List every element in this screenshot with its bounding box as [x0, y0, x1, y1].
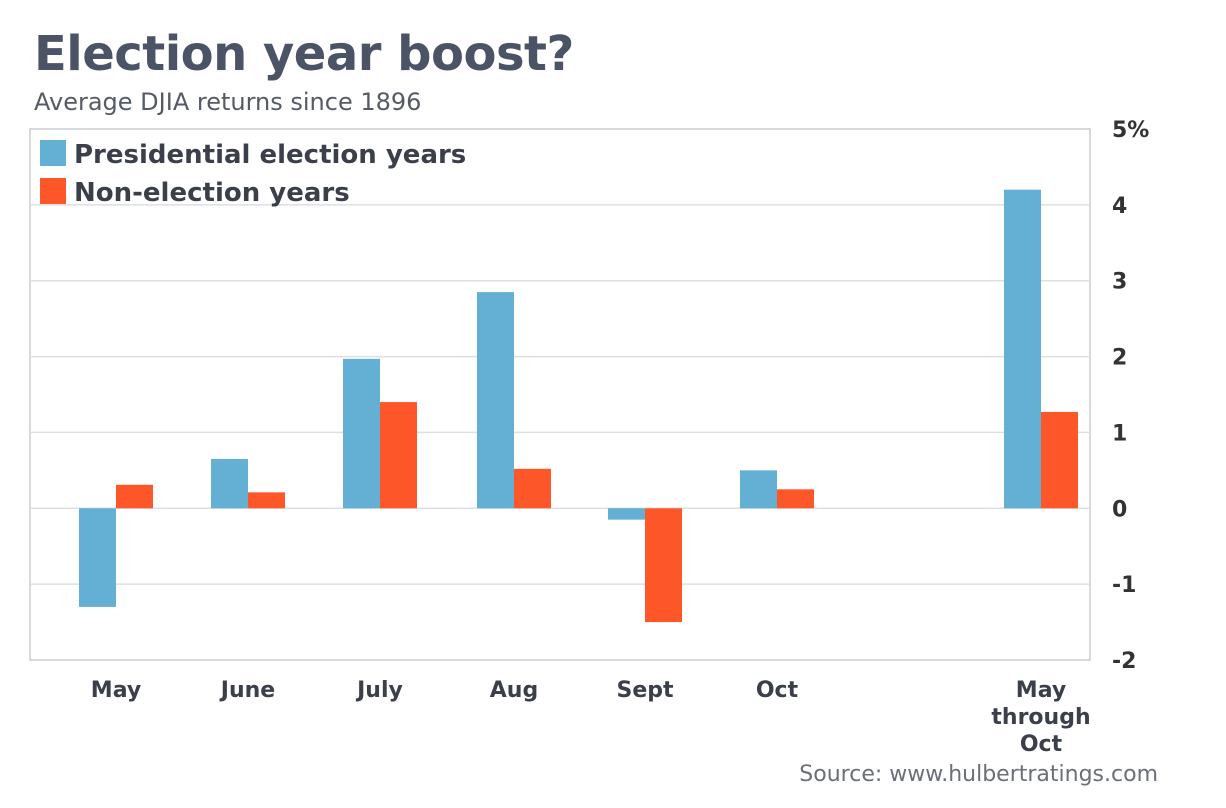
legend-label: Presidential election years — [74, 140, 466, 170]
x-tick-label: Oct — [756, 678, 799, 703]
y-tick-label: -2 — [1112, 649, 1136, 674]
legend: Presidential election years Non-election … — [40, 140, 466, 208]
legend-swatch — [40, 178, 66, 204]
x-tick-label: through — [991, 705, 1090, 730]
x-tick-label: July — [355, 678, 403, 703]
bar-election — [79, 508, 116, 607]
chart-subtitle: Average DJIA returns since 1896 — [34, 88, 422, 116]
x-tick-label: Oct — [1020, 732, 1063, 757]
y-tick-label: -1 — [1112, 573, 1136, 598]
y-tick-label: 2 — [1112, 346, 1127, 371]
bar-non-election — [645, 508, 682, 623]
bar-election — [1004, 189, 1041, 509]
bar-non-election — [514, 468, 551, 509]
y-axis: -2 -1 0 1 2 3 4 5% — [1112, 118, 1149, 674]
chart-title: Election year boost? — [34, 26, 574, 82]
y-tick-label: 3 — [1112, 270, 1127, 295]
bar-non-election — [777, 489, 814, 509]
legend-label: Non-election years — [74, 178, 350, 208]
gridlines — [30, 204, 1090, 585]
x-tick-label: May — [91, 678, 141, 703]
bar-non-election — [248, 492, 285, 509]
bar-election — [477, 292, 514, 509]
y-tick-label: 1 — [1112, 421, 1127, 446]
y-tick-label: 0 — [1112, 497, 1127, 522]
y-tick-label: 4 — [1112, 194, 1127, 219]
bar-non-election — [1041, 411, 1078, 509]
x-tick-label: May — [1016, 678, 1066, 703]
bar-election — [740, 470, 777, 509]
bar-election — [343, 358, 380, 509]
plot-frame — [29, 128, 1091, 661]
bar-non-election — [116, 484, 153, 509]
x-tick-label: Sept — [616, 678, 674, 703]
bar-non-election — [380, 402, 417, 509]
x-tick-label: Aug — [490, 678, 538, 703]
bar-election — [211, 458, 248, 509]
y-tick-label: 5% — [1112, 118, 1149, 143]
bar-election — [608, 508, 645, 520]
x-tick-label: June — [219, 678, 275, 703]
legend-swatch — [40, 140, 66, 166]
source-note: Source: www.hulbertratings.com — [799, 762, 1158, 787]
bars — [79, 189, 1078, 623]
